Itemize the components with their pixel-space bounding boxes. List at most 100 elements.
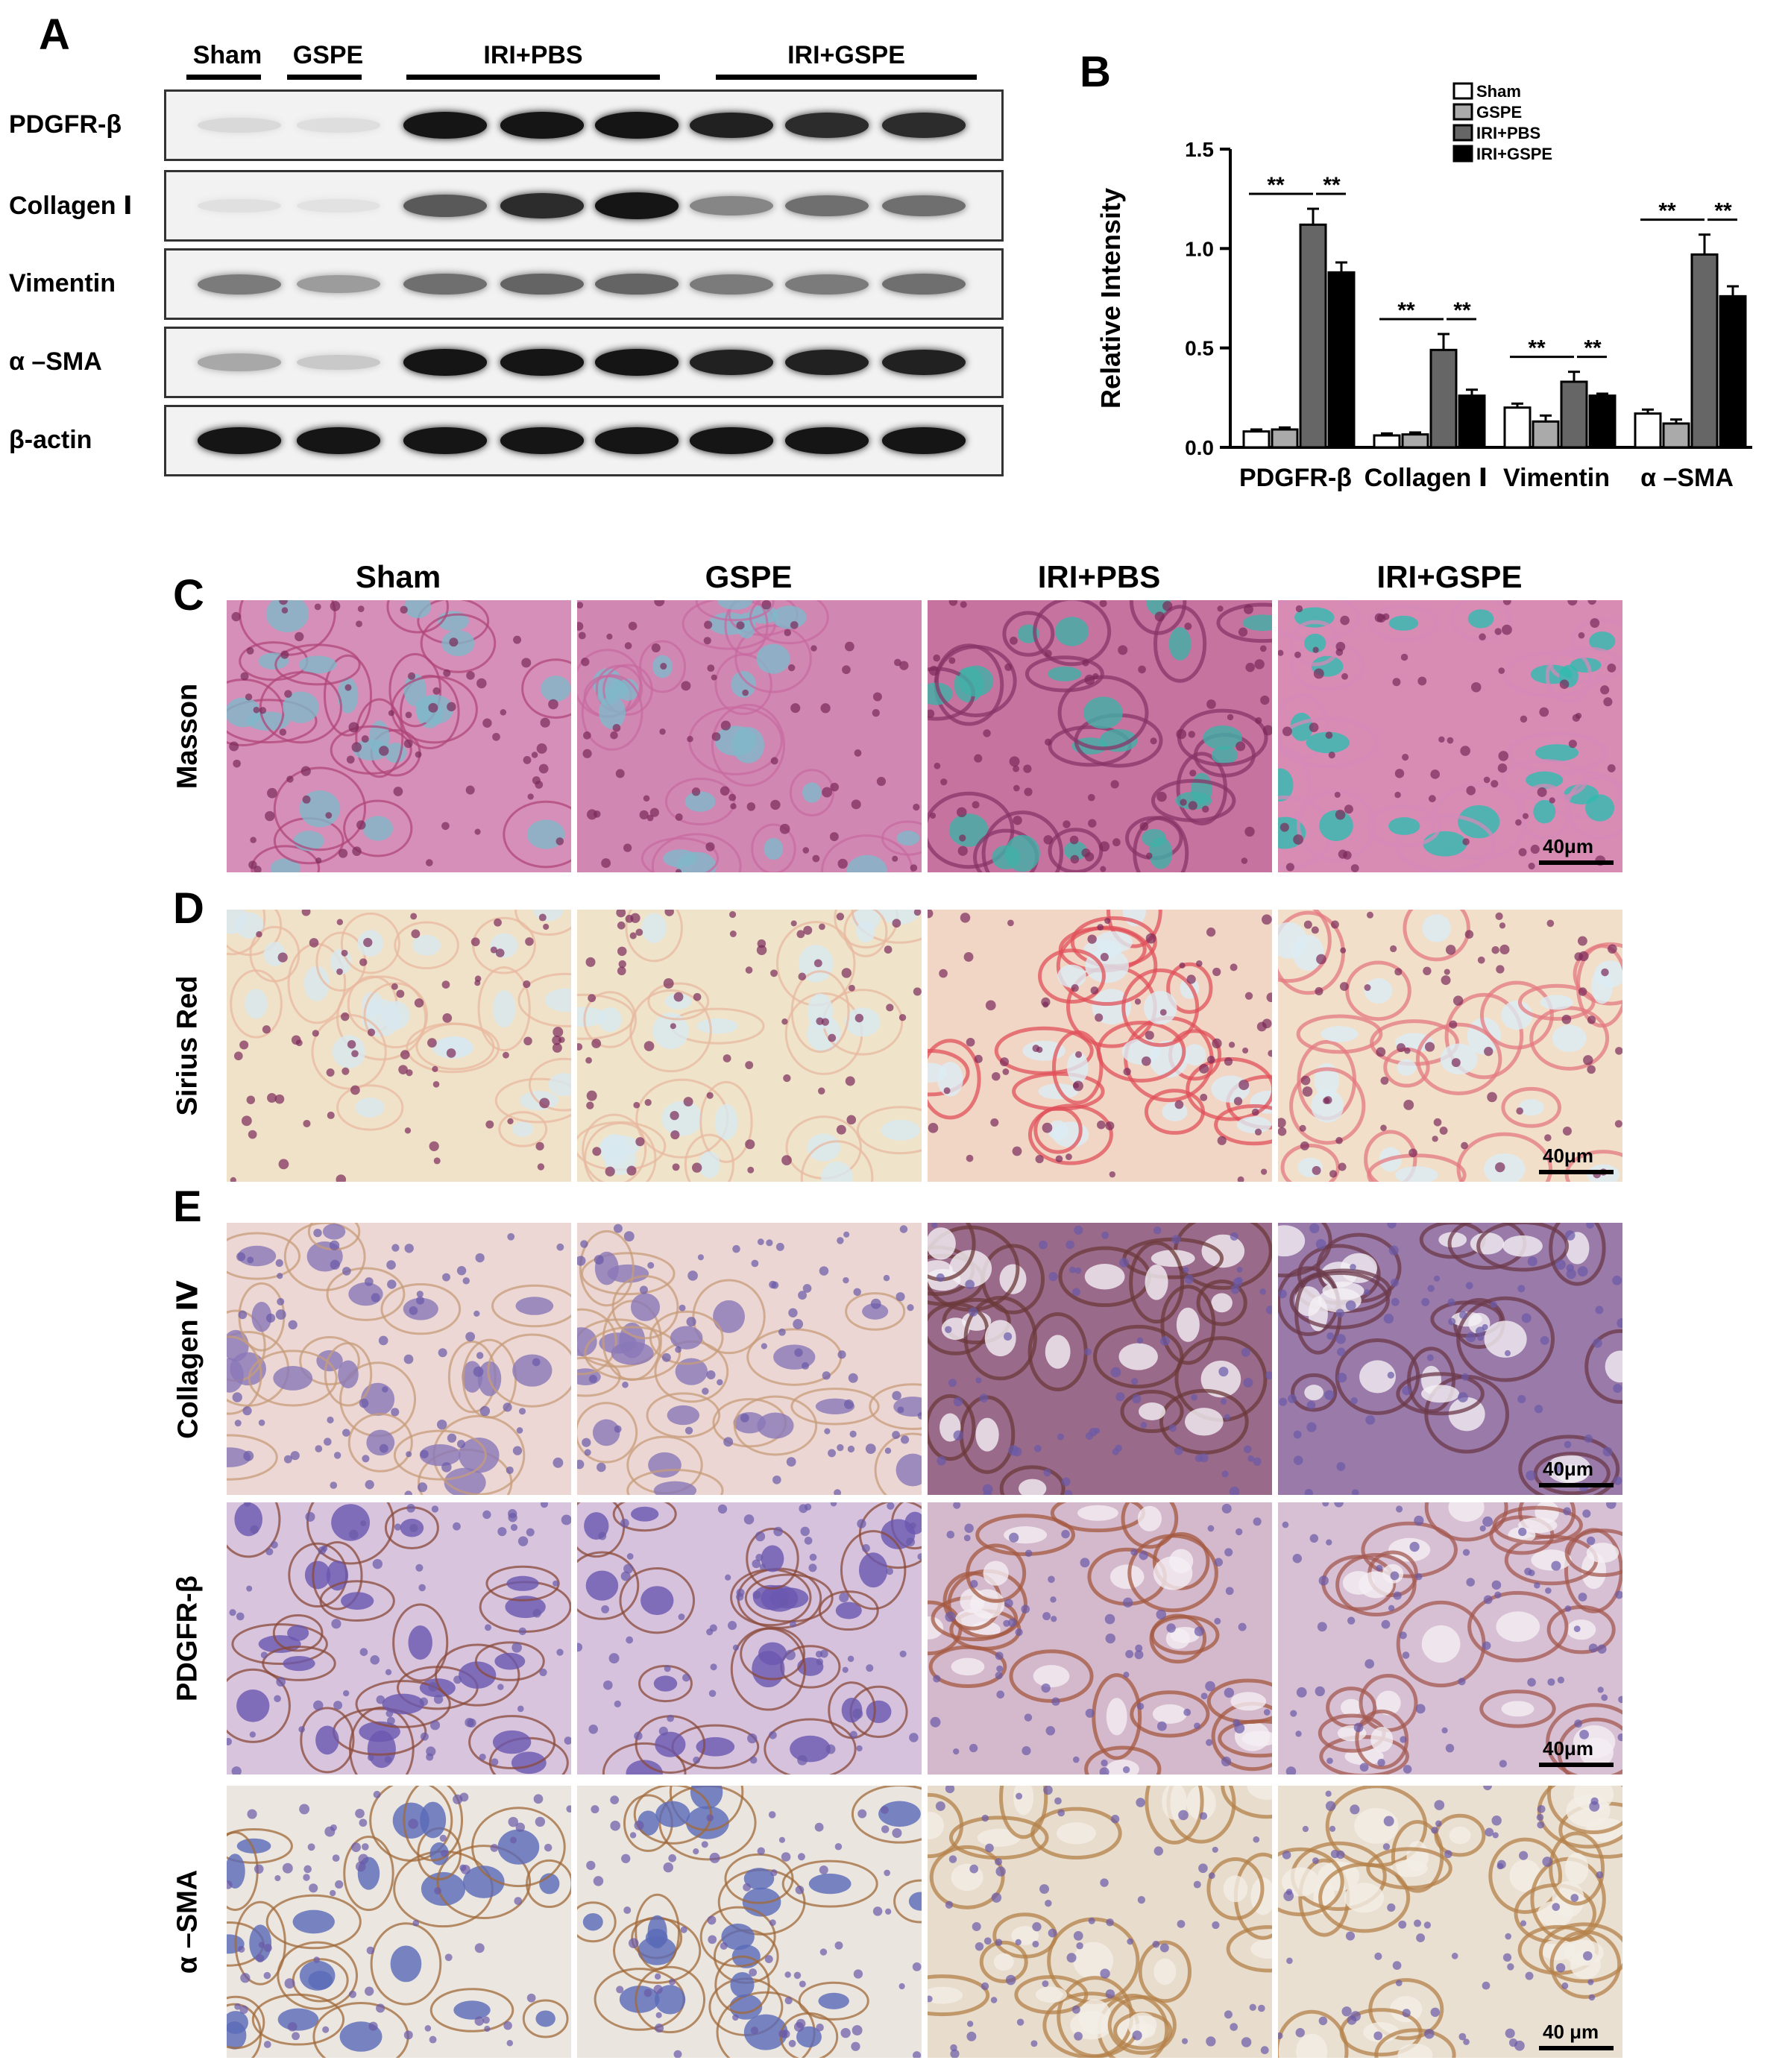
nucleus: [447, 1433, 457, 1443]
bar: [1373, 434, 1401, 449]
nucleus: [470, 937, 480, 947]
nucleus: [717, 1379, 723, 1386]
nucleus: [670, 1130, 680, 1140]
tubule-lumen: [277, 2008, 319, 2031]
nucleus: [990, 1997, 998, 2003]
nucleus: [516, 1427, 523, 1434]
tubule-outline: [393, 1429, 487, 1481]
nucleus: [510, 1524, 518, 1531]
tubule-lumen: [1438, 1232, 1467, 1248]
nucleus: [1498, 751, 1509, 761]
nucleus: [348, 1990, 356, 1998]
nucleus: [788, 2039, 796, 2047]
tubule-outline: [1364, 1130, 1417, 1182]
tubule-lumen: [227, 697, 262, 728]
nucleus: [521, 658, 532, 668]
nucleus: [333, 1701, 343, 1710]
tubule-outline: [1278, 910, 1332, 983]
nucleus: [1335, 641, 1346, 652]
nucleus: [1502, 600, 1511, 605]
nucleus: [981, 1982, 989, 1991]
nucleus: [983, 1937, 992, 1945]
nucleus: [784, 629, 792, 637]
nucleus: [1241, 1347, 1250, 1357]
nucleus: [1341, 673, 1348, 680]
blot-band: [595, 349, 679, 376]
nucleus: [1009, 1532, 1019, 1543]
nucleus: [336, 1174, 347, 1182]
nucleus: [836, 913, 845, 921]
nucleus: [506, 2040, 514, 2047]
histology-row-label: Collagen Ⅳ: [172, 1279, 204, 1439]
nucleus: [813, 959, 822, 968]
tubule-outline: [1565, 775, 1622, 840]
tubule-lumen: [1176, 1307, 1200, 1342]
nucleus: [621, 1854, 631, 1863]
tubule-lumen: [1203, 725, 1242, 750]
nucleus: [1262, 725, 1272, 736]
nucleus: [303, 1865, 312, 1874]
tubule-lumen: [462, 1865, 505, 1898]
nucleus: [664, 910, 674, 916]
nucleus: [749, 1968, 758, 1977]
nucleus: [1344, 804, 1353, 814]
nucleus: [1479, 1525, 1486, 1532]
tubule-outline: [633, 1786, 712, 1845]
nucleus: [1045, 1726, 1056, 1736]
nucleus: [608, 1653, 620, 1664]
nucleus: [287, 2021, 298, 2032]
nucleus: [350, 1085, 360, 1095]
nucleus: [881, 1806, 889, 1814]
tubule-outline: [1456, 1132, 1553, 1182]
nucleus: [1217, 605, 1224, 612]
nucleus: [649, 807, 659, 817]
tubule-lumen: [1359, 1571, 1394, 1599]
nucleus: [1208, 1872, 1215, 1880]
nucleus: [1195, 960, 1203, 967]
nucleus: [537, 1163, 545, 1171]
nucleus: [1243, 1445, 1252, 1454]
tubule-lumen: [494, 1652, 526, 1670]
nucleus: [937, 1456, 946, 1466]
tubule-outline: [619, 1566, 696, 1634]
nucleus: [360, 1520, 367, 1527]
nucleus: [352, 846, 362, 856]
nucleus: [1396, 1505, 1403, 1513]
nucleus: [892, 1827, 902, 1838]
legend-swatch: [1452, 82, 1473, 100]
nucleus: [623, 1231, 635, 1242]
nucleus: [679, 1304, 686, 1311]
nucleus: [453, 1794, 463, 1804]
tubule-lumen: [1145, 1265, 1168, 1300]
tubule-lumen: [1370, 1727, 1394, 1752]
tubule-lumen: [1605, 1350, 1622, 1383]
nucleus: [555, 837, 564, 846]
nucleus: [1387, 1371, 1394, 1379]
nucleus: [265, 1548, 274, 1556]
tubule-outline: [695, 600, 775, 622]
nucleus: [1194, 1722, 1200, 1730]
nucleus: [1502, 1953, 1512, 1962]
tubule-outline: [577, 1318, 661, 1368]
nucleus: [387, 1716, 395, 1725]
nucleus: [312, 1030, 319, 1037]
nucleus: [1302, 1086, 1313, 1097]
tubule-lumen: [577, 1327, 597, 1357]
nucleus: [1290, 1710, 1297, 1717]
bar: [1690, 253, 1719, 449]
tubule-outline: [485, 1565, 560, 1602]
nucleus: [1055, 1155, 1063, 1163]
tubule-outline: [521, 658, 571, 719]
tubule-lumen: [1391, 1860, 1428, 1877]
y-tick-label: 1.0: [1185, 237, 1214, 260]
nucleus: [972, 1922, 981, 1931]
nucleus: [365, 1480, 374, 1490]
tubule-outline: [1278, 2009, 1349, 2058]
bar: [1429, 348, 1458, 449]
tubule-outline: [1366, 1847, 1452, 1890]
tubule-outline: [611, 1275, 679, 1340]
tubule-lumen: [696, 1018, 739, 1034]
nucleus: [512, 1446, 523, 1455]
nucleus: [1582, 1950, 1593, 1961]
blot-band: [785, 427, 869, 454]
